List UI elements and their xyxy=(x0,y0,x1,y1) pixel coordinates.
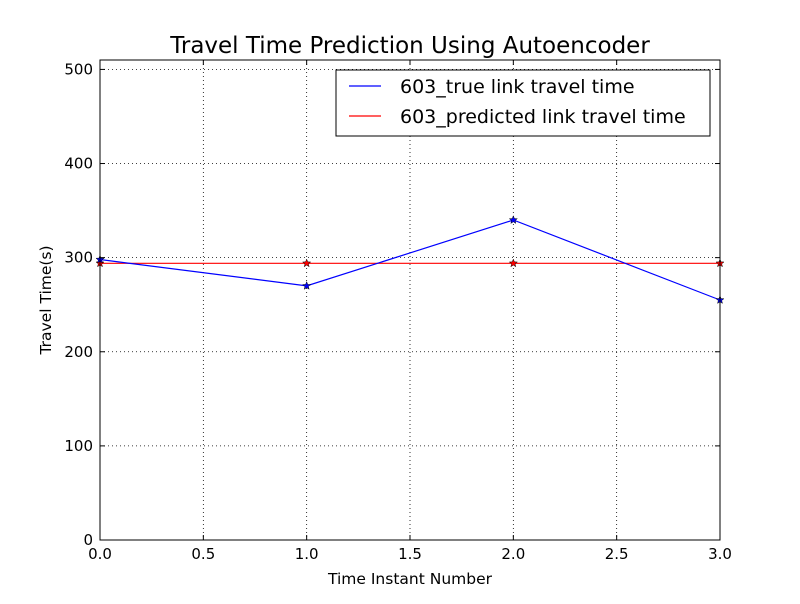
x-tick-label: 1.5 xyxy=(398,545,422,563)
legend: 603_true link travel time 603_predicted … xyxy=(335,69,711,137)
data-point-predicted xyxy=(508,258,519,268)
x-tick-label: 1.0 xyxy=(295,545,319,563)
y-tick-label: 200 xyxy=(64,343,93,361)
x-tick-label: 0.0 xyxy=(88,545,112,563)
data-point-true xyxy=(508,215,519,224)
x-tick-label: 2.5 xyxy=(605,545,629,563)
y-tick-label: 300 xyxy=(64,249,93,267)
axis-ticks: 0.0 0.5 1.0 1.5 2.0 2.5 3.0 0 100 200 300 400 500 xyxy=(64,60,732,563)
data-point-predicted xyxy=(301,258,312,268)
chart-title: Travel Time Prediction Using Autoencoder xyxy=(169,33,650,59)
data-point-true xyxy=(301,280,312,290)
x-tick-label: 0.5 xyxy=(191,545,215,563)
legend-label-predicted: 603_predicted link travel time xyxy=(400,106,686,128)
y-tick-label: 0 xyxy=(83,531,93,549)
y-axis-label: Travel Time(s) xyxy=(37,245,55,355)
x-axis-label: Time Instant Number xyxy=(327,570,493,588)
series-line-true xyxy=(99,219,721,301)
x-tick-label: 3.0 xyxy=(708,545,732,563)
x-tick-label: 2.0 xyxy=(501,545,525,563)
legend-box xyxy=(335,69,711,137)
y-tick-label: 400 xyxy=(64,155,93,173)
legend-label-true: 603_true link travel time xyxy=(400,76,635,98)
y-tick-label: 500 xyxy=(64,60,93,78)
y-tick-label: 100 xyxy=(64,437,93,455)
